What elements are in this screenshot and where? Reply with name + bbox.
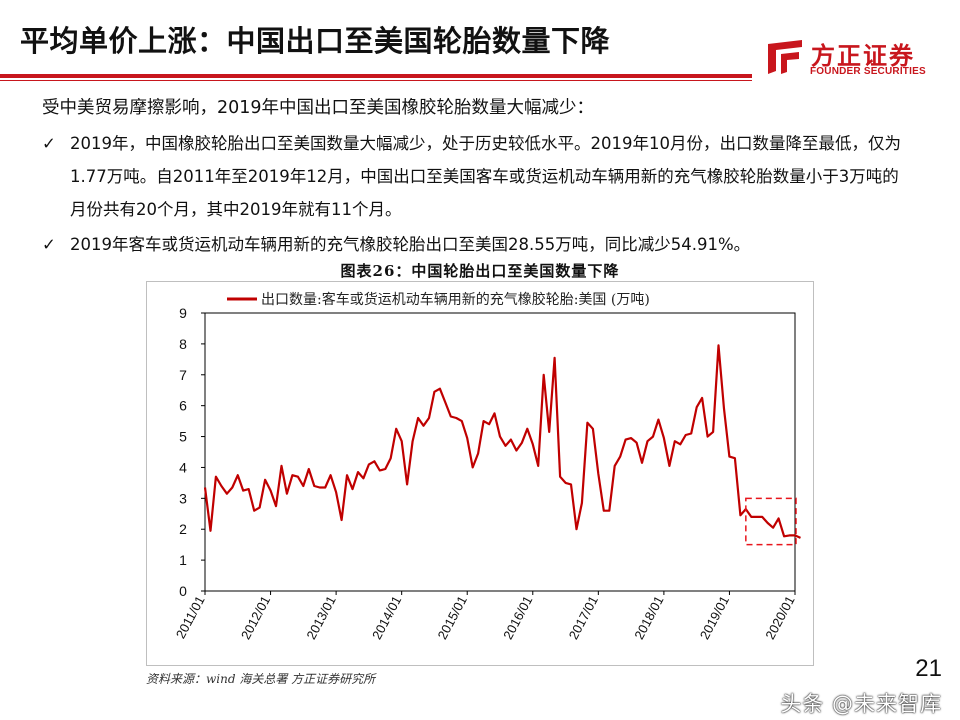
chart-frame: 0 1 2 3 4 5 6 7 8 9 2011/01 2012/01 2013/01 2014/01 20…	[146, 281, 814, 666]
watermark: 头条 @未来智库	[780, 692, 942, 716]
bullet-text: 2019年，中国橡胶轮胎出口至美国数量大幅减少，处于历史较低水平。2019年10…	[70, 134, 901, 219]
x-tick-label: 2016/01	[500, 593, 535, 642]
y-tick-label: 3	[179, 490, 187, 506]
x-tick-label: 2020/01	[762, 593, 797, 642]
bullet-item: ✓ 2019年，中国橡胶轮胎出口至美国数量大幅减少，处于历史较低水平。2019年…	[42, 127, 912, 227]
x-tick-label: 2011/01	[173, 593, 208, 641]
y-tick-label: 9	[179, 305, 187, 321]
title-rule-thin	[0, 80, 752, 81]
y-tick-label: 4	[179, 459, 187, 475]
y-tick-label: 8	[179, 336, 187, 352]
check-icon: ✓	[42, 134, 56, 153]
source-note: 资料来源：wind 海关总署 方正证券研究所	[146, 672, 376, 686]
check-icon: ✓	[42, 235, 56, 254]
legend-label: 出口数量:客车或货运机动车辆用新的充气橡胶轮胎:美国 (万吨)	[261, 291, 650, 308]
bullet-text: 2019年客车或货运机动车辆用新的充气橡胶轮胎出口至美国28.55万吨，同比减少…	[70, 235, 751, 254]
y-tick-label: 2	[179, 521, 187, 537]
x-tick-label: 2018/01	[631, 593, 666, 642]
x-tick-label: 2015/01	[435, 593, 470, 642]
x-tick-label: 2017/01	[566, 593, 601, 642]
slide-title: 平均单价上涨：中国出口至美国轮胎数量下降	[20, 24, 611, 58]
bullet-item: ✓ 2019年客车或货运机动车辆用新的充气橡胶轮胎出口至美国28.55万吨，同比…	[42, 228, 912, 261]
series-line	[203, 344, 801, 539]
x-tick-label: 2019/01	[697, 593, 732, 642]
y-tick-label: 5	[179, 429, 187, 445]
y-tick-label: 1	[179, 552, 187, 568]
x-tick-label: 2013/01	[303, 593, 338, 642]
x-tick-label: 2012/01	[238, 593, 273, 642]
founder-securities-logo: 方正证券 FOUNDER SECURITIES	[765, 36, 935, 80]
founder-logo-icon	[768, 40, 802, 74]
highlight-box	[745, 497, 797, 546]
intro-text: 受中美贸易摩擦影响，2019年中国出口至美国橡胶轮胎数量大幅减少：	[42, 98, 595, 118]
plot-area-border	[204, 312, 796, 592]
logo-name-cn: 方正证券	[811, 42, 915, 70]
y-tick-label: 6	[179, 398, 187, 414]
page-number: 21	[915, 655, 942, 682]
chart-title: 图表26：中国轮胎出口至美国数量下降	[340, 262, 620, 280]
x-tick-label: 2014/01	[369, 593, 404, 642]
line-chart: 0 1 2 3 4 5 6 7 8 9 2011/01 2012/01 2013/01 2014/01 20…	[173, 291, 801, 642]
title-rule	[0, 74, 752, 78]
logo-name-en: FOUNDER SECURITIES	[810, 66, 926, 77]
y-tick-label: 0	[179, 583, 187, 599]
y-tick-label: 7	[179, 367, 187, 383]
